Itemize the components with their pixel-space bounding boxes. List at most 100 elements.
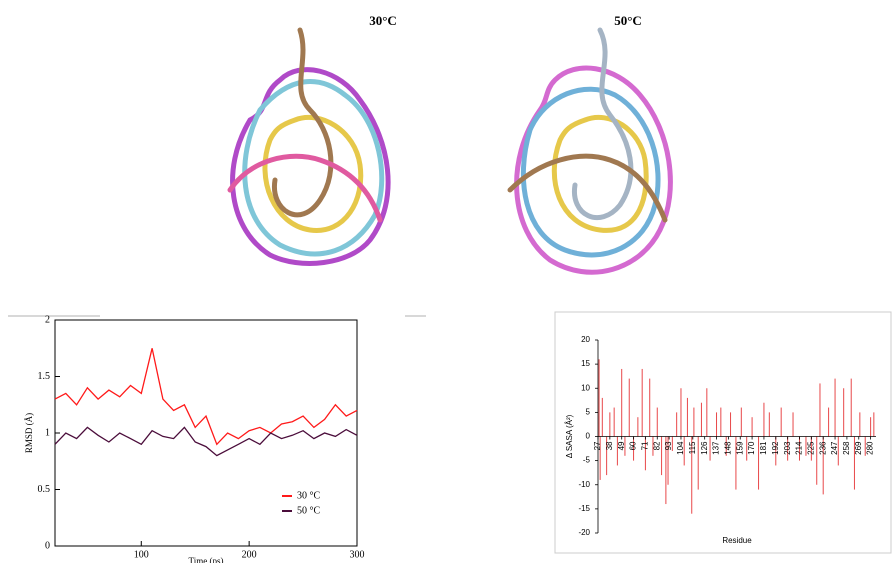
bar — [598, 359, 600, 437]
bar — [624, 436, 626, 456]
bar — [816, 436, 818, 485]
y-axis-label: Δ SASA (Å²) — [565, 414, 574, 458]
x-tick-label: 60 — [629, 441, 638, 450]
bar — [609, 412, 611, 437]
y-tick-label: -5 — [583, 456, 591, 465]
bar — [667, 436, 669, 485]
y-tick-label: 15 — [581, 359, 590, 368]
y-tick-label: 1 — [45, 427, 50, 438]
bar — [693, 407, 695, 437]
bar — [683, 436, 685, 466]
x-axis-label: Time (ps) — [189, 556, 224, 563]
x-tick-label: 27 — [593, 441, 602, 450]
y-tick-label: 2 — [45, 314, 50, 325]
bar — [843, 388, 845, 437]
x-tick-label: 181 — [759, 441, 768, 455]
x-tick-label: 247 — [830, 441, 839, 455]
x-axis-label: Residue — [722, 536, 752, 545]
bar — [691, 436, 693, 514]
bar — [787, 436, 789, 461]
bar — [706, 388, 708, 437]
bar — [730, 412, 732, 437]
y-tick-label: 20 — [581, 335, 590, 344]
bar — [644, 436, 646, 471]
bar — [775, 436, 777, 466]
x-tick-label: 104 — [676, 441, 685, 455]
bar — [599, 436, 601, 480]
bar — [837, 436, 839, 466]
x-tick-label: 49 — [617, 441, 626, 450]
y-tick-label: -10 — [578, 480, 590, 489]
bar — [709, 436, 711, 461]
bar — [758, 436, 760, 490]
bar — [864, 436, 866, 456]
bar — [656, 407, 658, 437]
legend-label: 30 °C — [297, 490, 320, 501]
bar — [873, 412, 875, 437]
x-tick-label: 203 — [783, 441, 792, 455]
x-tick-label: 100 — [134, 549, 149, 560]
x-tick-label: 192 — [771, 441, 780, 455]
bar — [822, 436, 824, 495]
chart-frame — [554, 311, 892, 554]
bar — [637, 417, 639, 437]
bar — [763, 402, 765, 437]
x-tick-label: 214 — [795, 441, 804, 455]
x-tick-label: 200 — [242, 549, 257, 560]
x-tick-label: 137 — [712, 441, 721, 455]
image-label: 30°C — [369, 13, 397, 28]
bar — [819, 383, 821, 437]
bar — [828, 407, 830, 437]
x-tick-label: 93 — [664, 441, 673, 450]
bar — [628, 378, 630, 437]
x-tick-label: 170 — [747, 441, 756, 455]
bar — [633, 436, 635, 461]
x-tick-label: 280 — [866, 441, 875, 455]
bar — [768, 412, 770, 437]
bar — [641, 368, 643, 437]
bar — [810, 436, 812, 461]
bar — [751, 417, 753, 437]
bar — [716, 412, 718, 437]
data-line — [54, 426, 358, 457]
x-tick-label: 236 — [818, 441, 827, 455]
bar — [853, 436, 855, 490]
bar — [621, 368, 623, 437]
y-axis-label: RMSD (Å) — [24, 413, 34, 453]
x-tick-label: 71 — [641, 441, 650, 450]
bar — [652, 436, 654, 456]
bar — [686, 397, 688, 437]
bar — [700, 402, 702, 437]
bar — [859, 412, 861, 437]
x-tick-label: 38 — [605, 441, 614, 450]
y-tick-label: -20 — [578, 528, 590, 537]
bar — [792, 412, 794, 437]
bar — [805, 436, 807, 456]
y-tick-label: 0.5 — [38, 484, 51, 495]
x-tick-label: 126 — [700, 441, 709, 455]
y-tick-label: 5 — [586, 407, 591, 416]
bar — [740, 407, 742, 437]
y-tick-label: -15 — [578, 504, 590, 513]
x-tick-label: 225 — [806, 441, 815, 455]
bar — [725, 436, 727, 456]
x-tick-label: 300 — [350, 549, 365, 560]
bar — [746, 436, 748, 461]
bar — [649, 378, 651, 437]
bar — [870, 417, 872, 437]
bar — [671, 436, 673, 451]
bar — [834, 378, 836, 437]
y-tick-label: 0 — [45, 540, 50, 551]
bar — [735, 436, 737, 490]
bar — [661, 436, 663, 476]
bar — [616, 436, 618, 466]
bar — [720, 407, 722, 437]
bar — [680, 388, 682, 437]
legend-label: 50 °C — [297, 505, 320, 516]
bar — [601, 397, 603, 437]
x-tick-label: 258 — [842, 441, 851, 455]
bar — [676, 412, 678, 437]
bar — [606, 436, 608, 476]
x-tick-label: 82 — [652, 441, 661, 450]
